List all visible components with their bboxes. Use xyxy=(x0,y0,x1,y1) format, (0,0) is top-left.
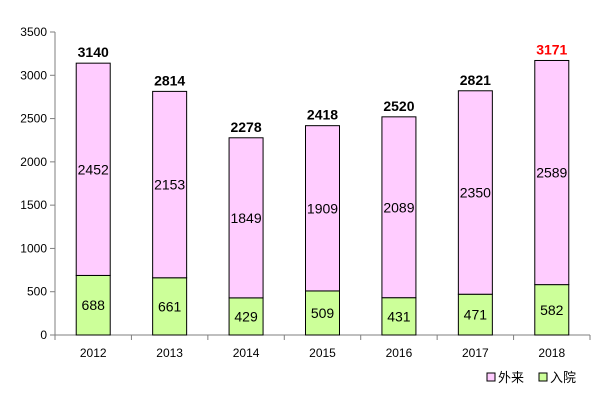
data-label-outpatient: 2089 xyxy=(383,199,414,215)
bar-segment-outpatient xyxy=(305,125,340,292)
y-tick-label: 2500 xyxy=(20,112,47,126)
data-label-inpatient: 429 xyxy=(234,308,258,324)
y-tick-label: 1500 xyxy=(20,198,47,212)
bar-segment-outpatient xyxy=(457,90,493,295)
total-label: 2418 xyxy=(307,107,338,123)
x-tick-label: 2013 xyxy=(156,346,183,360)
total-label: 3140 xyxy=(78,44,109,60)
bar-segment-inpatient xyxy=(457,293,493,336)
data-label-inpatient: 431 xyxy=(387,308,411,324)
bar-segment-outpatient xyxy=(534,59,570,286)
y-tick-label: 0 xyxy=(40,328,47,342)
x-tick-label: 2012 xyxy=(80,346,107,360)
bar-segment-outpatient xyxy=(381,116,417,299)
bar-segment-inpatient xyxy=(534,284,570,336)
data-label-inpatient: 471 xyxy=(464,307,488,323)
legend-label: 入院 xyxy=(550,371,576,386)
x-tick-label: 2018 xyxy=(538,346,565,360)
bar-segment-inpatient xyxy=(381,297,417,336)
data-label-outpatient: 1909 xyxy=(307,200,338,216)
x-tick-label: 2015 xyxy=(309,346,336,360)
bar-segment-outpatient xyxy=(228,137,264,299)
data-label-outpatient: 2153 xyxy=(154,177,185,193)
data-label-outpatient: 2350 xyxy=(460,185,491,201)
y-tick-label: 3000 xyxy=(20,68,47,82)
y-tick-label: 3500 xyxy=(20,25,47,39)
y-tick-label: 1000 xyxy=(20,241,47,255)
total-label: 2821 xyxy=(460,72,491,88)
total-label: 2814 xyxy=(154,72,185,88)
data-label-inpatient: 509 xyxy=(311,305,335,321)
total-label: 3171 xyxy=(536,41,567,57)
bar-segment-outpatient xyxy=(152,90,188,279)
y-tick-label: 500 xyxy=(27,285,47,299)
x-tick-label: 2017 xyxy=(462,346,489,360)
legend-swatch xyxy=(486,372,496,382)
total-label: 2278 xyxy=(230,119,261,135)
bar-segment-outpatient xyxy=(75,62,111,276)
x-tick-label: 2014 xyxy=(233,346,260,360)
data-label-outpatient: 1849 xyxy=(230,210,261,226)
data-label-inpatient: 688 xyxy=(82,297,106,313)
x-tick-label: 2016 xyxy=(386,346,413,360)
legend-swatch xyxy=(538,372,548,382)
data-label-inpatient: 661 xyxy=(158,298,182,314)
bar-segment-inpatient xyxy=(305,290,340,336)
data-label-outpatient: 2589 xyxy=(536,165,567,181)
y-tick-label: 2000 xyxy=(20,155,47,169)
bar-segment-inpatient xyxy=(228,297,264,336)
legend-label: 外来 xyxy=(498,371,524,386)
total-label: 2520 xyxy=(383,98,414,114)
data-label-inpatient: 582 xyxy=(540,302,564,318)
data-label-outpatient: 2452 xyxy=(78,161,109,177)
